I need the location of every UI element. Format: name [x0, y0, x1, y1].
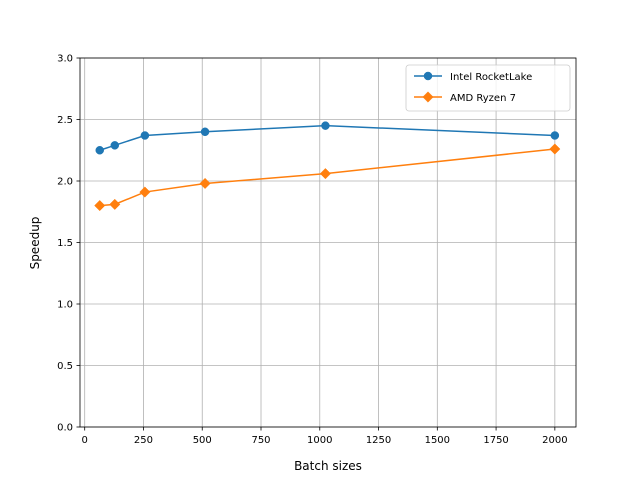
- data-point: [200, 127, 210, 137]
- y-tick-label: 0.0: [57, 423, 73, 434]
- legend-entry: AMD Ryzen 7: [414, 91, 516, 104]
- x-tick-label: 0: [82, 435, 88, 446]
- data-point: [109, 198, 121, 210]
- x-tick-label: 2000: [542, 435, 567, 446]
- x-tick-label: 500: [193, 435, 212, 446]
- axes-layer: 0 250 500 750 1000 1250 1500 1750 2000 0.0 0.5 1.0 1…: [57, 54, 577, 446]
- y-tick-label: 2.0: [57, 177, 73, 188]
- y-tick-label: 0.5: [57, 361, 73, 372]
- data-point: [199, 177, 211, 190]
- data-point: [140, 131, 150, 140]
- legend-entry: Intel RocketLake: [414, 71, 532, 83]
- grid-layer: [80, 57, 576, 428]
- series-2: [94, 143, 561, 212]
- legend-box: [405, 64, 571, 112]
- legend-marker: [423, 71, 433, 81]
- y-tick-label: 1.0: [57, 300, 73, 311]
- data-point: [139, 186, 151, 198]
- legend-marker: [422, 91, 434, 103]
- data-point: [319, 168, 331, 180]
- x-axis-label: Batch sizes: [294, 459, 362, 473]
- data-point: [550, 131, 560, 140]
- x-tick-label: 1750: [483, 435, 508, 446]
- legend: Intel RocketLake AMD Ryzen 7: [405, 64, 571, 112]
- legend-label: Intel RocketLake: [450, 72, 532, 83]
- y-axis-label: Speedup: [28, 217, 42, 270]
- x-tick-label: 250: [134, 435, 153, 446]
- data-point: [94, 200, 106, 212]
- x-tick-label: 1250: [366, 435, 391, 446]
- x-tick-label: 1500: [425, 435, 450, 446]
- series-1: [95, 121, 560, 155]
- legend-label: AMD Ryzen 7: [450, 93, 516, 104]
- series-layer: [94, 121, 561, 212]
- data-point: [321, 121, 330, 130]
- series-line: [99, 148, 555, 207]
- x-tick-label: 1000: [307, 435, 332, 446]
- data-point: [95, 146, 104, 155]
- y-tick-label: 2.5: [57, 115, 73, 126]
- x-tick-label: 750: [251, 435, 270, 446]
- data-point: [110, 141, 120, 150]
- y-tick-label: 3.0: [57, 54, 73, 65]
- y-tick-label: 1.5: [57, 238, 73, 249]
- data-point: [549, 143, 561, 155]
